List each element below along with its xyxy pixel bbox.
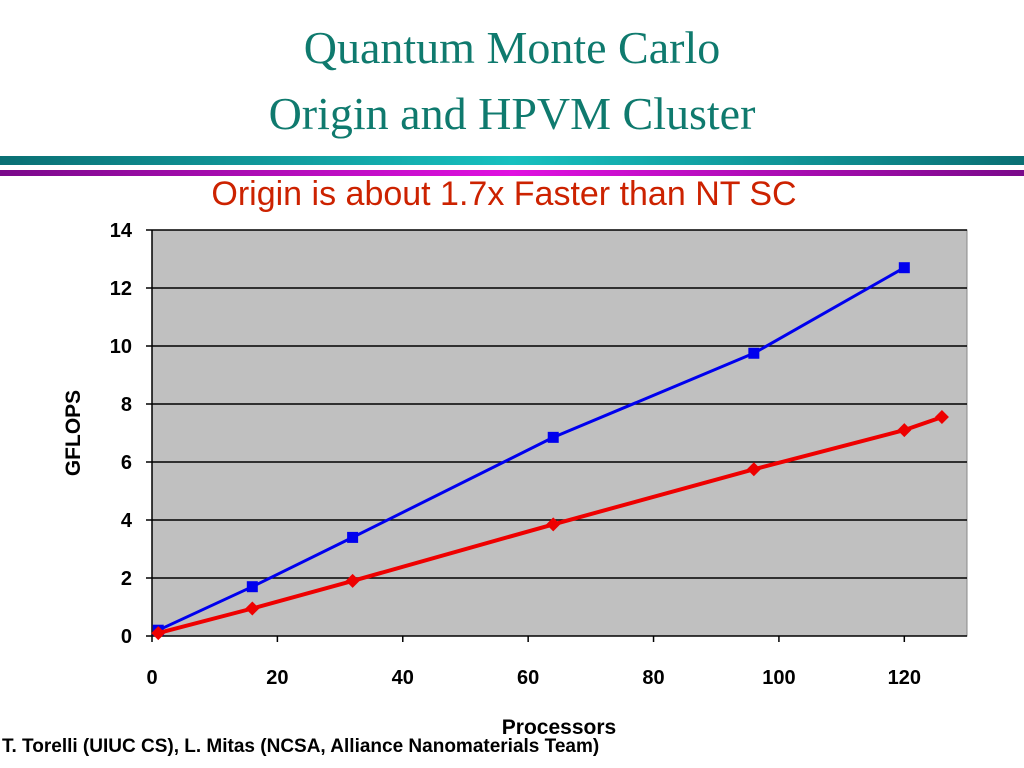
slide-title-line2: Origin and HPVM Cluster [268, 88, 756, 139]
series-line-1 [157, 266, 906, 632]
x-axis-label: Processors [502, 716, 616, 739]
x-tick-label: 40 [392, 667, 414, 689]
series-point-square [547, 431, 559, 443]
y-tick-label: 8 [121, 394, 132, 416]
x-tick-label: 100 [762, 667, 795, 689]
series-point-diamond [546, 517, 561, 532]
series-point-square [246, 581, 258, 593]
gridlines [152, 229, 967, 579]
series-point-square [347, 531, 359, 543]
series-point-diamond [151, 626, 166, 641]
credit-line: T. Torelli (UIUC CS), L. Mitas (NCSA, Al… [2, 736, 600, 757]
divider-teal [0, 156, 1024, 165]
axes: 0 2 4 6 8 10 12 14 0 20 40 60 80 100 120 [110, 220, 967, 689]
y-tick-label: 4 [121, 510, 133, 532]
y-tick-label: 12 [110, 278, 132, 300]
y-tick-label: 0 [121, 626, 132, 648]
x-tick-label: 60 [517, 667, 539, 689]
series-point-diamond [245, 601, 260, 616]
x-tick-label: 120 [888, 667, 921, 689]
y-tick-label: 6 [121, 452, 132, 474]
series-point-diamond [746, 462, 761, 477]
series-point-diamond [934, 410, 949, 425]
series-point-diamond [345, 573, 360, 588]
y-tick-label: 2 [121, 568, 132, 590]
x-tick-label: 20 [266, 667, 288, 689]
slide-title-line1: Quantum Monte Carlo [303, 22, 721, 73]
series-point-square [898, 262, 910, 274]
series-point-diamond [897, 423, 912, 438]
divider-magenta [0, 170, 1024, 176]
y-tick-label: 10 [110, 336, 132, 358]
x-tick-label: 80 [642, 667, 664, 689]
y-tick-label: 14 [110, 220, 133, 242]
series-group [151, 262, 949, 641]
slide-subtitle: Origin is about 1.7x Faster than NT SC [211, 175, 797, 213]
x-tick-label: 0 [146, 667, 157, 689]
series-point-square [748, 347, 760, 359]
y-axis-label: GFLOPS [62, 390, 85, 476]
